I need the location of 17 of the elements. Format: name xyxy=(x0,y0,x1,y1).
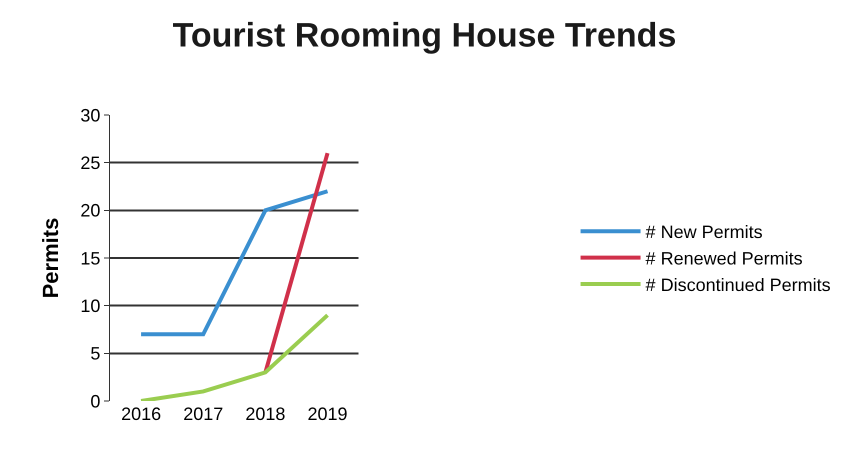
x-tick-label: 2018 xyxy=(245,404,286,424)
line-series xyxy=(139,313,330,401)
chart-title: Tourist Rooming House Trends xyxy=(172,16,676,54)
y-tick-label: 5 xyxy=(90,344,100,364)
x-tick-label: 2019 xyxy=(308,404,348,424)
y-tick-label: 30 xyxy=(80,105,100,126)
y-tick-label: 0 xyxy=(90,391,100,412)
y-axis-title: Permits xyxy=(38,218,64,298)
x-tick-label: 2016 xyxy=(121,404,162,424)
legend-label: # Renewed Permits xyxy=(646,248,803,269)
y-tick-label: 25 xyxy=(80,152,100,173)
y-tick-label: 15 xyxy=(80,248,100,268)
legend-label: # Discontinued Permits xyxy=(646,275,831,296)
y-tick-label: 20 xyxy=(80,200,100,221)
y-tick-label: 10 xyxy=(80,296,100,316)
x-tick-label: 2017 xyxy=(183,404,224,424)
legend-label: # New Permits xyxy=(646,222,763,242)
